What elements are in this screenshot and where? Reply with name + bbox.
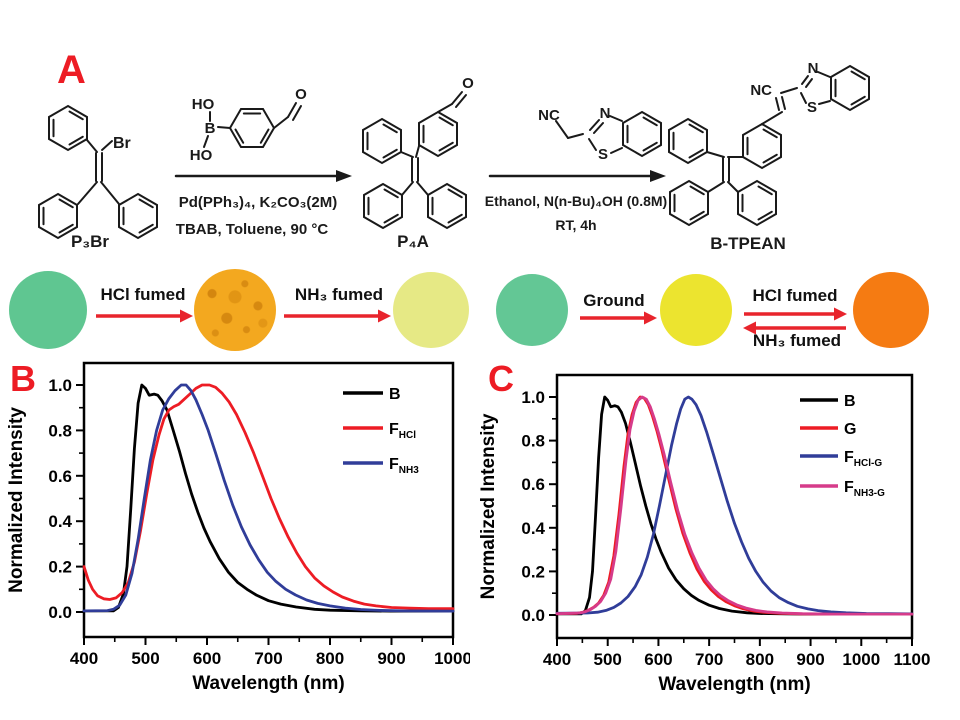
x-tick-label: 500 — [131, 649, 159, 668]
boronic-acid-structure — [203, 102, 302, 148]
y-tick-label: 0.0 — [521, 606, 545, 625]
p3br-label: P₃Br — [71, 232, 109, 251]
series-line-B — [82, 383, 455, 613]
reaction-arrow-2 — [488, 170, 666, 182]
reaction-scheme: Br HO B HO O O NC N S NC N S Pd(PPh₃)₄, … — [38, 60, 870, 253]
ground-label: Ground — [583, 291, 645, 310]
x-tick-label: 400 — [543, 650, 571, 669]
series-line-F-NH3-G — [555, 395, 914, 616]
legend-label: B — [844, 393, 856, 410]
sample-circle-hcl-fumed — [194, 269, 276, 351]
atom-ho-bottom: HO — [190, 147, 213, 164]
atom-n-product: N — [808, 60, 819, 77]
step1-reagents: Pd(PPh₃)₄, K₂CO₃(2M) — [179, 194, 338, 211]
y-tick-label: 0.0 — [48, 603, 72, 622]
y-tick-label: 0.4 — [521, 519, 545, 538]
p3br-structure — [38, 105, 158, 239]
panel-b-label: B — [10, 358, 36, 399]
chart-c-canvas: 0.0 0.2 0.4 0.6 0.8 1.0 400 500 600 700 800 900 1000… — [478, 373, 931, 695]
reaction-arrow-1 — [174, 170, 352, 182]
series-line-F-HCl — [82, 383, 455, 611]
step2-reagents: Ethanol, N(n-Bu)₄OH (0.8M) — [485, 193, 667, 209]
x-tick-label: 700 — [695, 650, 723, 669]
atom-nc-reagent: NC — [538, 107, 560, 124]
atom-o-reagent: O — [295, 86, 307, 103]
hcl-fumed-label-2: HCl fumed — [752, 286, 838, 305]
sample-circle-ground — [660, 274, 732, 346]
emission-spectra-chart-b: 0.0 0.2 0.4 0.6 0.8 1.0 400 500 600 700 800 900 1000… — [0, 360, 472, 720]
atom-s-product: S — [807, 99, 817, 116]
atom-nc-product: NC — [750, 82, 772, 99]
atom-o-p4a: O — [462, 75, 474, 92]
atom-s-reagent: S — [598, 146, 608, 163]
x-tick-label: 1100 — [894, 650, 931, 669]
y-tick-label: 1.0 — [48, 376, 72, 395]
legend-label: FNH3 — [389, 456, 419, 476]
y-tick-label: 0.2 — [521, 562, 545, 581]
x-tick-label: 900 — [796, 650, 824, 669]
series-line-B — [555, 395, 914, 616]
x-tick-label: 800 — [746, 650, 774, 669]
nh3-fumed-label-1: NH₃ fumed — [294, 285, 384, 304]
sample-circle-hcl-fumed-ground — [853, 272, 929, 348]
arrowhead — [378, 309, 391, 323]
x-tick-label: 800 — [316, 649, 344, 668]
y-tick-label: 1.0 — [521, 388, 545, 407]
x-tick-label: 1000 — [434, 649, 470, 668]
powder-texture — [194, 269, 276, 351]
atom-n-reagent: N — [600, 105, 611, 122]
emission-spectra-chart-c: 0.0 0.2 0.4 0.6 0.8 1.0 400 500 600 700 800 900 1000… — [470, 360, 960, 720]
sample-circle-block-2 — [496, 274, 568, 346]
y-tick-label: 0.8 — [521, 432, 545, 451]
x-tick-label: 1000 — [842, 650, 880, 669]
p4a-structure — [362, 91, 467, 229]
y-tick-label: 0.4 — [48, 512, 72, 531]
atom-boron: B — [205, 120, 216, 137]
arrowhead — [180, 309, 193, 323]
step2-conditions: RT, 4h — [555, 217, 596, 233]
y-tick-label: 0.8 — [48, 421, 72, 440]
plot-frame — [555, 373, 914, 640]
btpean-label: B-TPEAN — [710, 234, 786, 253]
benzothiazole-acetonitrile-structure — [555, 111, 662, 157]
p4a-label: P₄A — [397, 232, 429, 251]
x-axis-title: Wavelength (nm) — [658, 674, 810, 695]
y-tick-label: 0.2 — [48, 558, 72, 577]
hcl-fumed-label-1: HCl fumed — [100, 285, 186, 304]
x-tick-label: 400 — [70, 649, 98, 668]
atom-ho-top: HO — [192, 96, 215, 113]
chart-b-canvas: 0.0 0.2 0.4 0.6 0.8 1.0 400 500 600 700 800 900 1000… — [6, 361, 472, 694]
y-axis-title: Normalized Intensity — [6, 407, 27, 593]
x-tick-label: 700 — [254, 649, 282, 668]
legend-label: B — [389, 386, 401, 403]
atom-br: Br — [113, 135, 131, 152]
fuming-arrows — [96, 307, 847, 335]
y-tick-label: 0.6 — [48, 467, 72, 486]
x-tick-label: 600 — [193, 649, 221, 668]
y-axis-title: Normalized Intensity — [478, 413, 499, 599]
series-line-F-HCl-G — [555, 395, 914, 616]
legend-label: FHCl-G — [844, 449, 882, 469]
arrowhead — [743, 321, 756, 335]
legend-label: FHCl — [389, 421, 416, 441]
legend-label: FNH3-G — [844, 479, 885, 499]
arrowhead — [834, 307, 847, 321]
step1-conditions: TBAB, Toluene, 90 °C — [176, 221, 329, 238]
panel-a-label: A — [57, 48, 86, 92]
y-tick-label: 0.6 — [521, 475, 545, 494]
series-line-F-NH3 — [82, 383, 455, 613]
legend-label: G — [844, 421, 856, 438]
btpean-structure — [668, 65, 870, 226]
x-tick-label: 500 — [594, 650, 622, 669]
arrowhead — [644, 311, 657, 325]
x-tick-label: 900 — [377, 649, 405, 668]
x-axis-title: Wavelength (nm) — [192, 673, 344, 694]
x-tick-label: 600 — [644, 650, 672, 669]
sample-circle-block — [9, 271, 87, 349]
sample-circle-nh3-fumed — [393, 272, 469, 348]
nh3-fumed-label-2: NH₃ fumed — [752, 331, 842, 350]
panel-c-label: C — [488, 358, 514, 399]
